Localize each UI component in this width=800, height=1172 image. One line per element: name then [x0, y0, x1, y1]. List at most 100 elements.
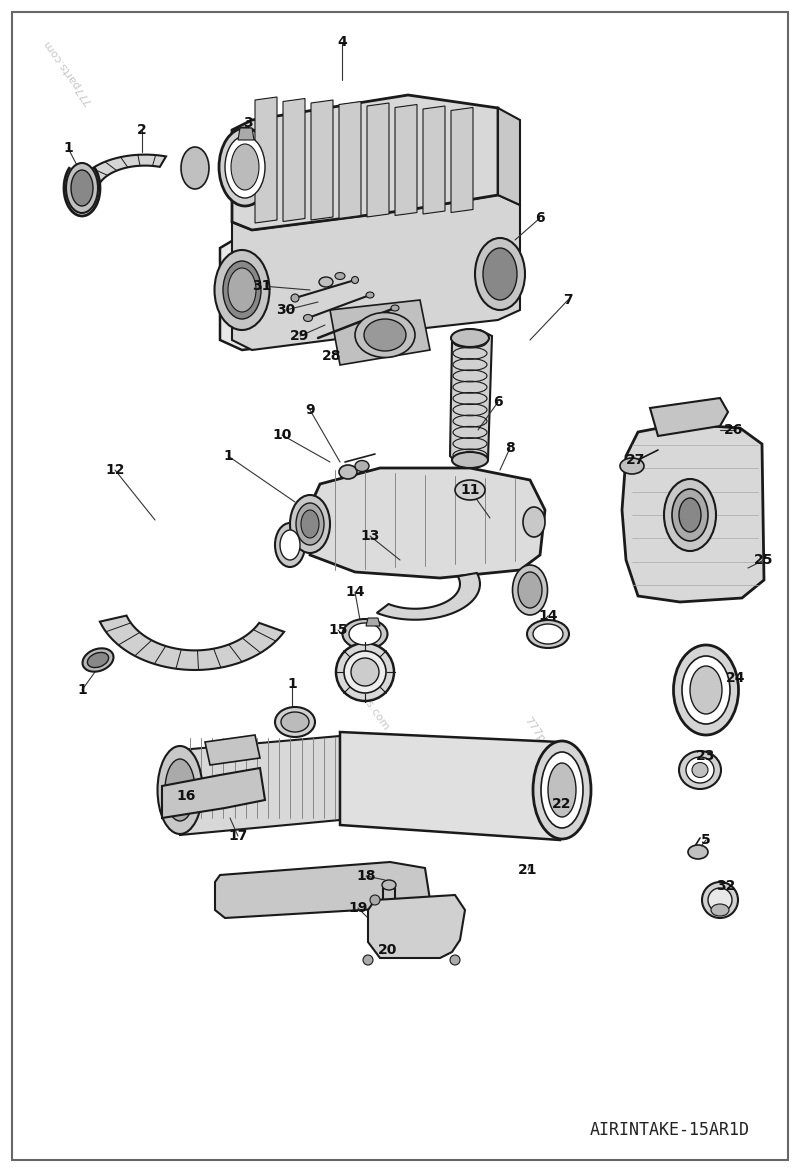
- Ellipse shape: [686, 757, 714, 783]
- Text: 777parts.com: 777parts.com: [42, 39, 94, 107]
- Text: 6: 6: [493, 395, 503, 409]
- Text: 18: 18: [356, 868, 376, 883]
- Ellipse shape: [483, 248, 517, 300]
- Polygon shape: [423, 105, 445, 214]
- Ellipse shape: [339, 465, 357, 479]
- Ellipse shape: [690, 666, 722, 714]
- Ellipse shape: [66, 163, 98, 213]
- Polygon shape: [340, 732, 560, 840]
- Ellipse shape: [452, 452, 488, 468]
- Text: 8: 8: [505, 441, 515, 455]
- Ellipse shape: [344, 650, 386, 693]
- Polygon shape: [451, 108, 473, 212]
- Polygon shape: [283, 98, 305, 222]
- Polygon shape: [367, 103, 389, 217]
- Text: 9: 9: [305, 403, 315, 417]
- Ellipse shape: [475, 238, 525, 311]
- Ellipse shape: [674, 645, 738, 735]
- Polygon shape: [339, 102, 361, 218]
- Text: 14: 14: [346, 585, 365, 599]
- Text: 16: 16: [176, 789, 196, 803]
- Polygon shape: [180, 736, 340, 834]
- Ellipse shape: [335, 273, 345, 279]
- Ellipse shape: [702, 883, 738, 918]
- Text: 1: 1: [77, 683, 87, 697]
- Ellipse shape: [533, 624, 563, 643]
- Polygon shape: [308, 468, 545, 578]
- Polygon shape: [162, 768, 265, 818]
- Ellipse shape: [231, 144, 259, 190]
- Text: 26: 26: [724, 423, 744, 437]
- Polygon shape: [622, 424, 764, 602]
- Ellipse shape: [303, 314, 313, 321]
- Ellipse shape: [228, 268, 256, 312]
- Ellipse shape: [548, 763, 576, 817]
- Text: 777parts.com: 777parts.com: [338, 663, 390, 731]
- Ellipse shape: [527, 620, 569, 648]
- Ellipse shape: [541, 752, 583, 827]
- Ellipse shape: [181, 146, 209, 189]
- Ellipse shape: [382, 880, 396, 890]
- Polygon shape: [498, 108, 520, 205]
- Ellipse shape: [355, 461, 369, 471]
- Ellipse shape: [275, 523, 305, 567]
- Ellipse shape: [513, 565, 547, 615]
- Polygon shape: [395, 104, 417, 216]
- Text: 31: 31: [252, 279, 272, 293]
- Polygon shape: [450, 331, 492, 470]
- Text: 777parts.com: 777parts.com: [422, 241, 474, 309]
- Ellipse shape: [533, 741, 591, 839]
- Ellipse shape: [679, 498, 701, 532]
- Ellipse shape: [523, 507, 545, 537]
- Ellipse shape: [708, 888, 732, 912]
- Text: 1: 1: [287, 677, 297, 691]
- Ellipse shape: [281, 713, 309, 732]
- Ellipse shape: [225, 136, 265, 198]
- Text: 11: 11: [460, 483, 480, 497]
- Ellipse shape: [219, 128, 271, 206]
- Text: 1: 1: [223, 449, 233, 463]
- Ellipse shape: [71, 170, 93, 206]
- Ellipse shape: [349, 624, 381, 645]
- Text: 1: 1: [63, 141, 73, 155]
- Text: 6: 6: [535, 211, 545, 225]
- Polygon shape: [232, 95, 498, 230]
- Ellipse shape: [711, 904, 729, 917]
- Text: 30: 30: [276, 304, 296, 316]
- Polygon shape: [220, 214, 510, 350]
- Text: 777parts.com: 777parts.com: [522, 716, 574, 784]
- Polygon shape: [368, 895, 465, 958]
- Text: 29: 29: [290, 329, 310, 343]
- Polygon shape: [215, 861, 430, 918]
- Ellipse shape: [87, 653, 109, 668]
- Ellipse shape: [518, 572, 542, 608]
- Text: 28: 28: [322, 349, 342, 363]
- Ellipse shape: [301, 510, 319, 538]
- Ellipse shape: [275, 707, 315, 737]
- Ellipse shape: [223, 261, 261, 319]
- Text: 7: 7: [563, 293, 573, 307]
- Text: 13: 13: [360, 529, 380, 543]
- Ellipse shape: [679, 751, 721, 789]
- Ellipse shape: [336, 643, 394, 701]
- Ellipse shape: [280, 530, 300, 560]
- Polygon shape: [205, 735, 260, 765]
- Text: 32: 32: [716, 879, 736, 893]
- Text: 19: 19: [348, 901, 368, 915]
- Ellipse shape: [355, 313, 415, 357]
- Ellipse shape: [291, 294, 299, 302]
- Ellipse shape: [366, 292, 374, 298]
- Polygon shape: [255, 97, 277, 223]
- Ellipse shape: [364, 319, 406, 350]
- Ellipse shape: [672, 489, 708, 541]
- Ellipse shape: [692, 763, 708, 777]
- Ellipse shape: [351, 277, 358, 284]
- Ellipse shape: [450, 955, 460, 965]
- Text: 25: 25: [754, 553, 774, 567]
- Text: 27: 27: [626, 454, 646, 466]
- Text: 10: 10: [272, 428, 292, 442]
- Polygon shape: [311, 100, 333, 220]
- Text: 3: 3: [243, 116, 253, 130]
- Text: 23: 23: [696, 749, 716, 763]
- Ellipse shape: [370, 895, 380, 905]
